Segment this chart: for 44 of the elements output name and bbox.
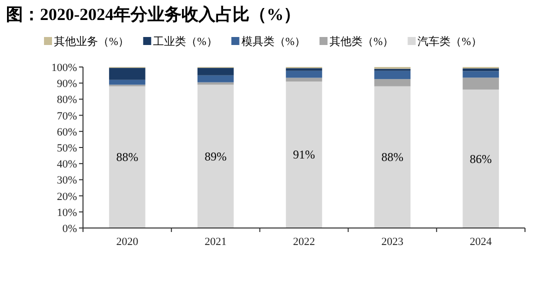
- bar: [462, 68, 499, 72]
- legend-label: 汽车类（%）: [418, 35, 482, 48]
- y-tick-label: 60%: [56, 126, 77, 138]
- bar: [286, 81, 322, 228]
- data-label: 88%: [116, 150, 138, 164]
- x-tick-label: 2022: [293, 236, 315, 248]
- y-tick-label: 50%: [56, 142, 77, 154]
- bar: [462, 78, 499, 90]
- y-tick-label: 100%: [51, 62, 77, 74]
- bar: [109, 80, 146, 85]
- y-tick-label: 30%: [56, 174, 77, 187]
- bar: [374, 86, 411, 228]
- y-tick-label: 0%: [62, 223, 77, 235]
- legend-label: 工业类（%）: [153, 35, 218, 48]
- legend-label: 其他业务（%）: [54, 35, 130, 48]
- y-tick-label: 20%: [56, 190, 77, 203]
- bar: [109, 68, 146, 80]
- bar: [462, 71, 499, 78]
- y-tick-label: 40%: [56, 158, 77, 171]
- y-tick-label: 10%: [56, 206, 77, 219]
- data-label: 86%: [470, 152, 492, 166]
- bar: [286, 78, 322, 82]
- bar: [286, 70, 322, 78]
- bar: [197, 75, 234, 82]
- data-label: 88%: [381, 150, 404, 164]
- y-tick-label: 90%: [56, 78, 77, 90]
- chart-title: 图：2020-2024年分业务收入占比（%）: [6, 5, 301, 24]
- legend-label: 模具类（%）: [241, 35, 306, 48]
- bar: [462, 90, 499, 228]
- x-tick-label: 2023: [381, 236, 404, 248]
- bar: [197, 68, 234, 76]
- x-tick-label: 2021: [204, 236, 227, 248]
- legend-label: 其他类（%）: [330, 35, 394, 48]
- y-tick-label: 70%: [56, 110, 77, 122]
- x-tick-label: 2020: [116, 236, 139, 248]
- bar: [286, 68, 322, 71]
- data-label: 89%: [204, 149, 227, 164]
- x-tick-label: 2024: [470, 236, 492, 248]
- y-tick-label: 80%: [56, 94, 77, 106]
- bar: [197, 84, 234, 228]
- data-label: 91%: [293, 148, 315, 162]
- bar: [109, 86, 146, 228]
- bar: [374, 70, 411, 80]
- bar: [374, 79, 411, 86]
